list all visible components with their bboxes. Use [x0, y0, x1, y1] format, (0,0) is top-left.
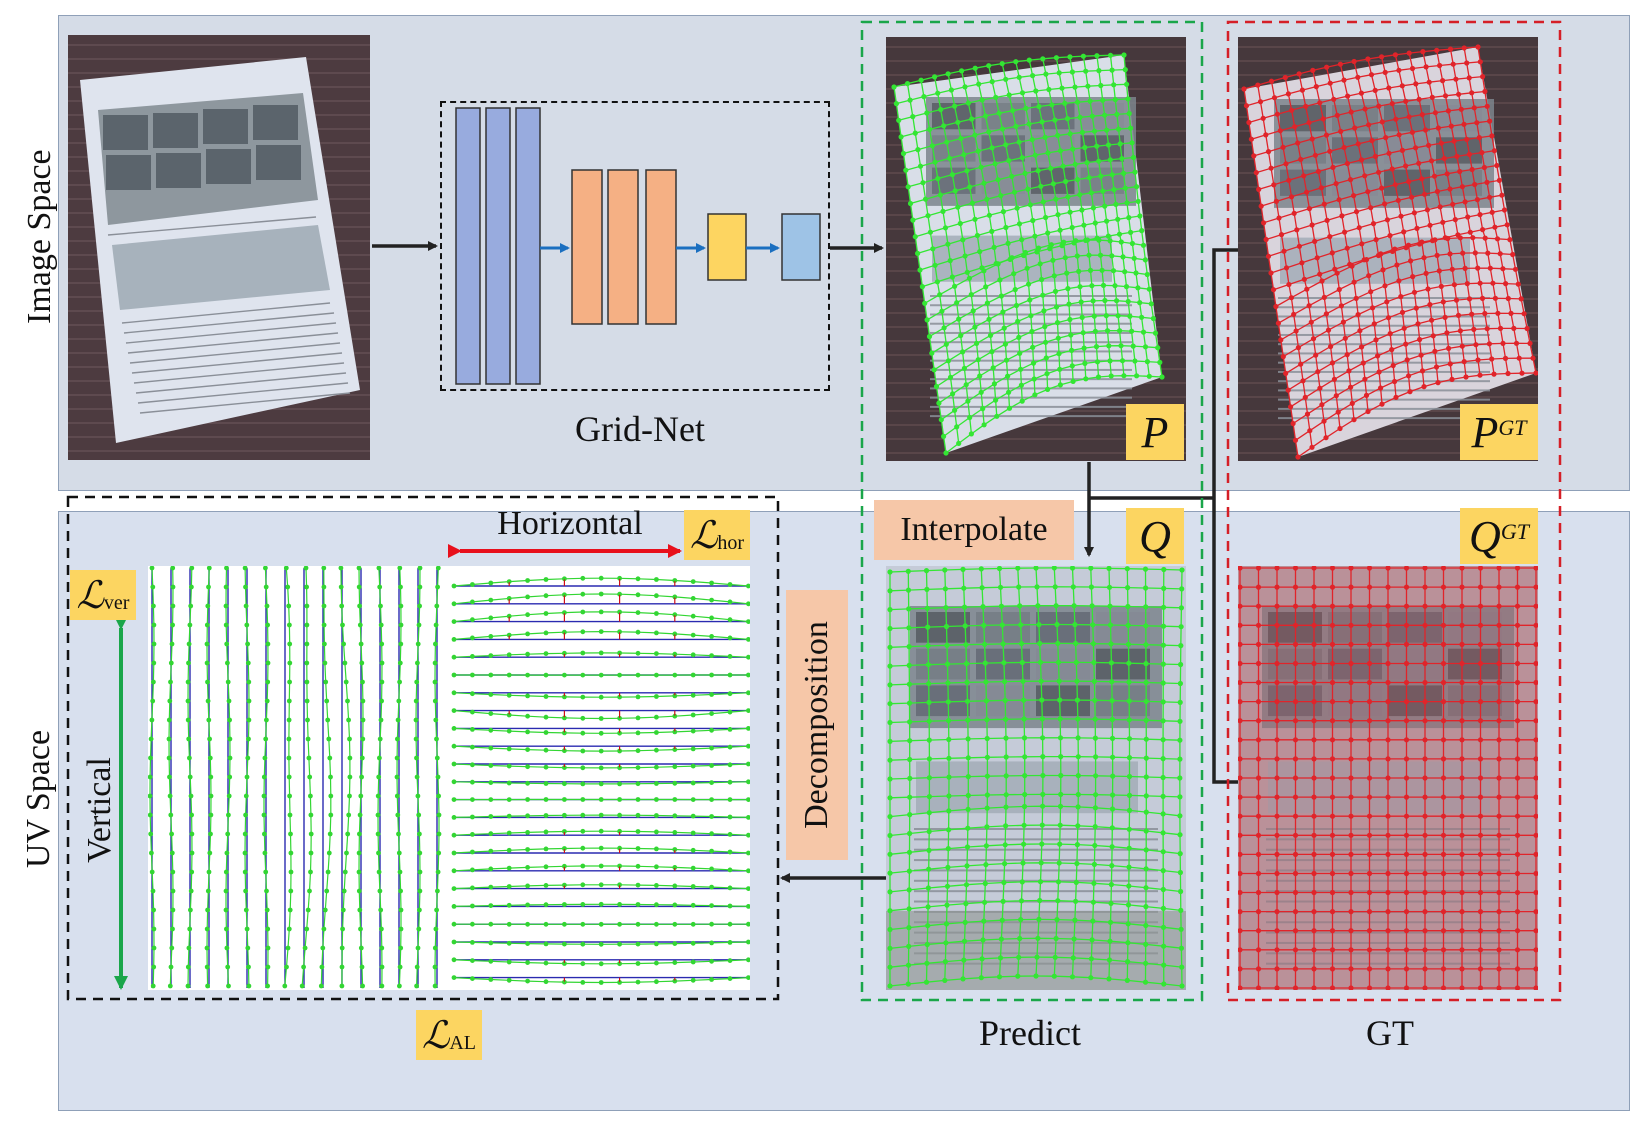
- mesh-grid: [891, 52, 1165, 456]
- mesh-grid: [1241, 44, 1538, 460]
- grid-net-box: [440, 101, 830, 391]
- label-q-gt: Q GT: [1460, 508, 1538, 564]
- conv-block-7: [707, 213, 747, 281]
- label-p-gt: P GT: [1460, 404, 1538, 460]
- conv-block-5: [607, 169, 639, 325]
- input-photo: [68, 35, 370, 460]
- vertical-label: Vertical: [81, 757, 118, 863]
- decomposition-label: Decomposition: [798, 621, 836, 829]
- interpolate-box: Interpolate: [874, 500, 1074, 560]
- decomposition-plot: [147, 565, 751, 990]
- mesh-grid: [1238, 566, 1538, 990]
- loss-al: ℒ AL: [416, 1010, 482, 1060]
- flow-arrows: [372, 241, 1238, 883]
- grid-net-label: Grid-Net: [575, 409, 705, 449]
- gt-image: [1238, 37, 1538, 461]
- predict-uv-image: [886, 566, 1186, 990]
- label-p: P: [1126, 404, 1184, 460]
- label-q: Q: [1126, 508, 1184, 564]
- horizontal-label: Horizontal: [497, 505, 643, 542]
- gt-caption: GT: [1366, 1013, 1414, 1053]
- uv-loss-box: [66, 495, 780, 1001]
- output-block: [781, 213, 821, 281]
- vertical-lines: [147, 565, 442, 989]
- conv-block-4: [571, 169, 603, 325]
- decomposition-box: Decomposition: [786, 590, 848, 860]
- gt-uv-image: [1238, 566, 1538, 990]
- predict-caption: Predict: [979, 1013, 1081, 1053]
- conv-block-6: [645, 169, 677, 325]
- predict-dashed-box: [860, 20, 1204, 1002]
- conv-block-1: [455, 107, 481, 385]
- conv-block-3: [515, 107, 541, 385]
- horizontal-lines: [451, 575, 751, 985]
- vertical-label-wrap: Vertical: [60, 757, 140, 863]
- encoder-blocks: [455, 107, 821, 385]
- predict-image: [886, 37, 1186, 461]
- mesh-grid: [887, 566, 1185, 989]
- conv-block-2: [485, 107, 511, 385]
- gt-dashed-box: [1226, 20, 1562, 1002]
